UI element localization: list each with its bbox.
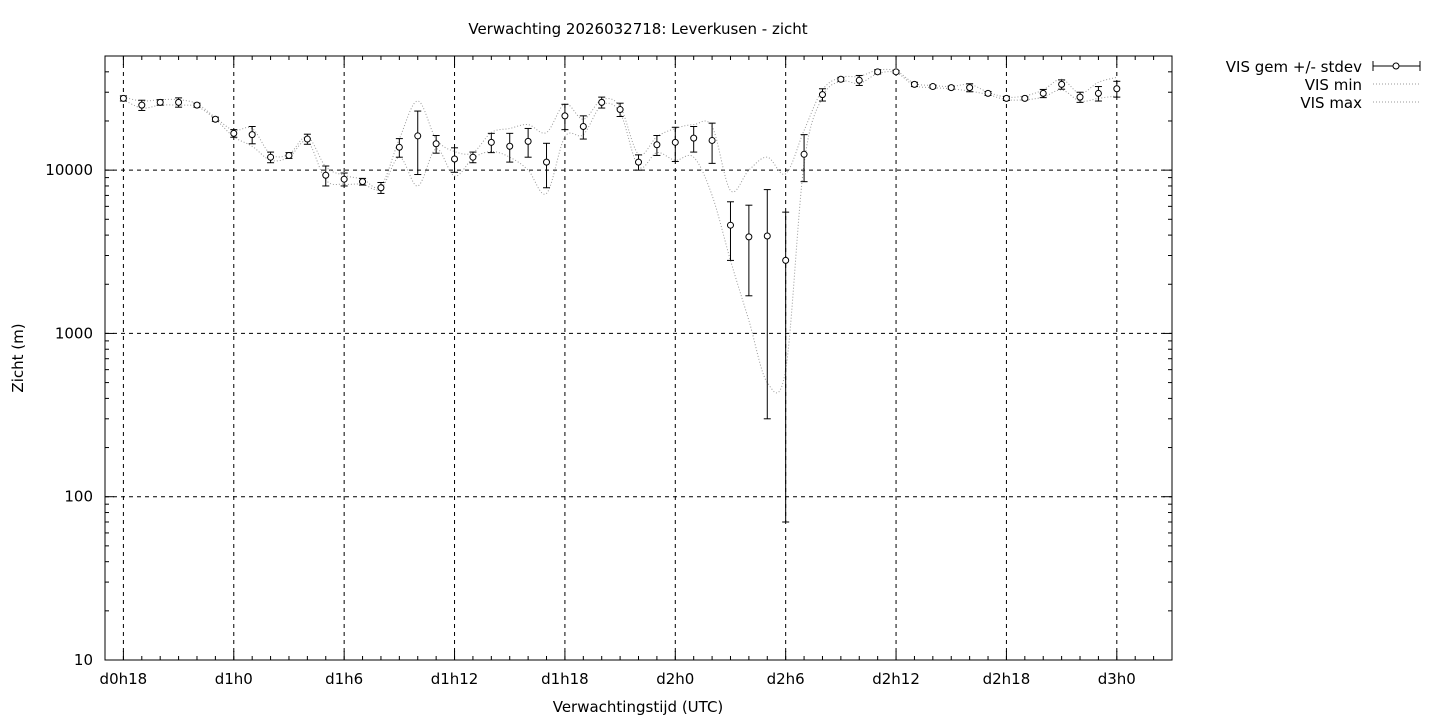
data-series — [119, 68, 1121, 523]
mean-point — [910, 80, 918, 88]
mean-point — [745, 233, 753, 241]
x-tick-label: d1h6 — [325, 670, 363, 688]
x-tick-label: d2h18 — [983, 670, 1031, 688]
mean-point — [322, 171, 330, 179]
mean-point — [285, 151, 293, 159]
error-bar — [800, 134, 808, 183]
mean-point — [303, 135, 311, 143]
x-tick-label: d2h12 — [872, 670, 920, 688]
mean-point — [763, 232, 771, 240]
mean-point — [726, 221, 734, 229]
axis-ticks: d0h18 d1h0 d1h6 d1h12 d1h18 d2h0 d2h6 d2h12 d2h1… — [45, 55, 1173, 688]
mean-point — [1021, 94, 1029, 102]
mean-point — [616, 106, 624, 114]
mean-point — [708, 136, 716, 144]
mean-point — [929, 83, 937, 91]
mean-point — [1094, 89, 1102, 97]
legend-label-max: VIS max — [1300, 94, 1362, 112]
mean-point — [966, 84, 974, 92]
error-bar — [745, 204, 753, 297]
mean-point — [340, 175, 348, 183]
x-tick-label: d1h0 — [215, 670, 253, 688]
y-tick-label: 10000 — [45, 161, 93, 179]
mean-point — [432, 140, 440, 148]
mean-point — [800, 150, 808, 158]
mean-point — [653, 141, 661, 149]
mean-point — [377, 184, 385, 192]
error-bar — [763, 189, 771, 420]
mean-point — [782, 256, 790, 264]
mean-point — [359, 178, 367, 186]
y-tick-label: 1000 — [55, 324, 93, 342]
mean-point — [230, 129, 238, 137]
mean-point — [524, 137, 532, 145]
mean-point — [690, 134, 698, 142]
legend-label-mean: VIS gem +/- stdev — [1226, 58, 1362, 76]
mean-point — [451, 155, 459, 163]
grid-lines — [105, 56, 1172, 660]
x-axis-label: Verwachtingstijd (UTC) — [553, 698, 724, 716]
mean-point — [1002, 94, 1010, 102]
x-tick-label: d2h6 — [767, 670, 805, 688]
error-bar — [414, 110, 422, 176]
mean-point — [469, 153, 477, 161]
mean-point — [543, 158, 551, 166]
mean-point — [506, 142, 514, 150]
mean-point — [193, 101, 201, 109]
x-tick-label: d2h0 — [656, 670, 694, 688]
plot-frame — [104, 55, 1173, 661]
mean-point — [248, 131, 256, 139]
mean-point — [579, 123, 587, 131]
y-tick-label: 100 — [64, 488, 93, 506]
legend-swatch-mean — [1372, 61, 1421, 71]
mean-point — [837, 75, 845, 83]
mean-point — [947, 84, 955, 92]
mean-point — [138, 101, 146, 109]
legend-label-min: VIS min — [1305, 76, 1362, 94]
vis-min-line — [123, 71, 1117, 394]
mean-point — [487, 138, 495, 146]
mean-point — [984, 89, 992, 97]
x-tick-label: d1h12 — [431, 670, 479, 688]
x-tick-label: d3h0 — [1098, 670, 1136, 688]
x-tick-label: d0h18 — [100, 670, 148, 688]
mean-point — [818, 91, 826, 99]
mean-point — [156, 98, 164, 106]
mean-point — [267, 153, 275, 161]
mean-point — [561, 112, 569, 120]
mean-point — [1039, 89, 1047, 97]
mean-point — [395, 143, 403, 151]
mean-point — [855, 76, 863, 84]
y-axis-label: Zicht (m) — [9, 323, 27, 392]
mean-point — [211, 115, 219, 123]
mean-point — [635, 158, 642, 166]
mean-point — [1058, 80, 1066, 88]
chart-title: Verwachting 2026032718: Leverkusen - zic… — [468, 20, 807, 38]
mean-point — [892, 68, 900, 76]
mean-point — [1113, 85, 1121, 93]
mean-point — [414, 132, 422, 140]
mean-point — [874, 68, 882, 76]
mean-point — [119, 94, 127, 102]
mean-point — [671, 138, 679, 146]
error-bar — [726, 201, 734, 261]
x-tick-label: d1h18 — [541, 670, 589, 688]
mean-point — [1076, 93, 1084, 101]
y-tick-label: 10 — [74, 651, 93, 669]
mean-point — [175, 98, 183, 106]
mean-point — [598, 98, 606, 106]
legend: VIS gem +/- stdev VIS min VIS max — [1226, 58, 1421, 112]
